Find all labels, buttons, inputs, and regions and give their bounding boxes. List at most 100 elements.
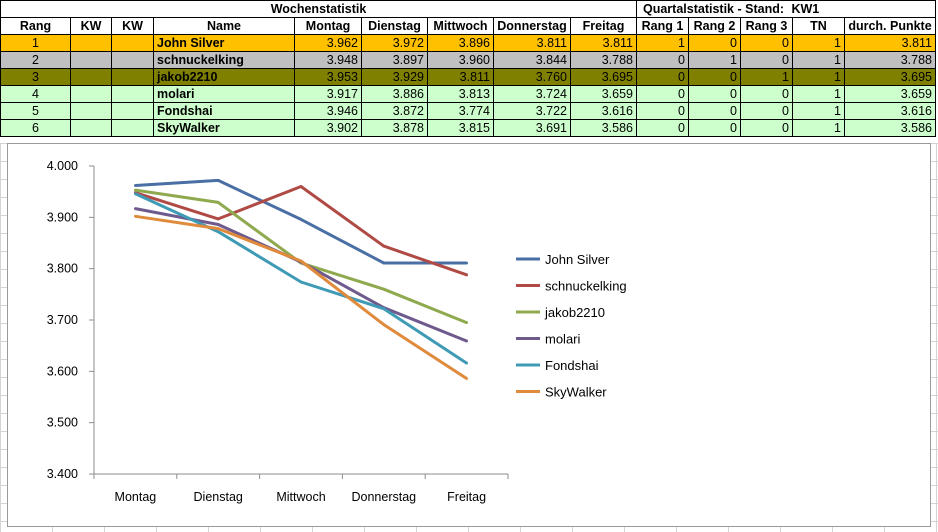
cell-name[interactable]: SkyWalker <box>153 119 295 137</box>
cell-rang2[interactable]: 0 <box>688 34 741 52</box>
col-header-rang3[interactable]: Rang 3 <box>740 17 793 35</box>
cell-rang[interactable]: 2 <box>0 51 71 69</box>
cell-montag[interactable]: 3.946 <box>294 102 362 120</box>
cell-rang3[interactable]: 0 <box>740 51 793 69</box>
cell-freitag[interactable]: 3.811 <box>570 34 637 52</box>
cell-avg-points[interactable]: 3.695 <box>844 68 936 86</box>
col-header-rang2[interactable]: Rang 2 <box>688 17 741 35</box>
cell-tn[interactable]: 1 <box>792 51 845 69</box>
cell-kw-2[interactable] <box>111 51 154 69</box>
cell-rang2[interactable]: 0 <box>688 85 741 103</box>
cell-dienstag[interactable]: 3.878 <box>361 119 428 137</box>
cell-rang1[interactable]: 0 <box>636 102 689 120</box>
col-header-dienstag[interactable]: Dienstag <box>361 17 428 35</box>
cell-kw-2[interactable] <box>111 85 154 103</box>
cell-kw[interactable] <box>70 68 112 86</box>
cell-dienstag[interactable]: 3.897 <box>361 51 428 69</box>
col-header-kw[interactable]: KW <box>70 17 112 35</box>
cell-montag[interactable]: 3.902 <box>294 119 362 137</box>
cell-freitag[interactable]: 3.788 <box>570 51 637 69</box>
cell-donnerstag[interactable]: 3.760 <box>493 68 571 86</box>
cell-dienstag[interactable]: 3.886 <box>361 85 428 103</box>
cell-mittwoch[interactable]: 3.813 <box>427 85 494 103</box>
cell-mittwoch[interactable]: 3.811 <box>427 68 494 86</box>
cell-mittwoch[interactable]: 3.774 <box>427 102 494 120</box>
col-header-avg-points[interactable]: durch. Punkte <box>844 17 936 35</box>
cell-freitag[interactable]: 3.586 <box>570 119 637 137</box>
cell-donnerstag[interactable]: 3.844 <box>493 51 571 69</box>
col-header-freitag[interactable]: Freitag <box>570 17 637 35</box>
cell-rang[interactable]: 1 <box>0 34 71 52</box>
cell-rang3[interactable]: 1 <box>740 68 793 86</box>
cell-rang2[interactable]: 0 <box>688 119 741 137</box>
col-header-name[interactable]: Name <box>153 17 295 35</box>
cell-montag[interactable]: 3.962 <box>294 34 362 52</box>
cell-avg-points[interactable]: 3.616 <box>844 102 936 120</box>
cell-rang1[interactable]: 0 <box>636 68 689 86</box>
col-header-montag[interactable]: Montag <box>294 17 362 35</box>
cell-rang3[interactable]: 0 <box>740 85 793 103</box>
cell-dienstag[interactable]: 3.972 <box>361 34 428 52</box>
cell-name[interactable]: molari <box>153 85 295 103</box>
cell-kw[interactable] <box>70 119 112 137</box>
cell-dienstag[interactable]: 3.872 <box>361 102 428 120</box>
cell-tn[interactable]: 1 <box>792 102 845 120</box>
cell-donnerstag[interactable]: 3.811 <box>493 34 571 52</box>
col-header-donnerstag[interactable]: Donnerstag <box>493 17 571 35</box>
cell-avg-points[interactable]: 3.788 <box>844 51 936 69</box>
col-header-kw-2[interactable]: KW <box>111 17 154 35</box>
col-header-tn[interactable]: TN <box>792 17 845 35</box>
cell-mittwoch[interactable]: 3.896 <box>427 34 494 52</box>
cell-kw[interactable] <box>70 34 112 52</box>
cell-name[interactable]: jakob2210 <box>153 68 295 86</box>
cell-kw-2[interactable] <box>111 102 154 120</box>
cell-tn[interactable]: 1 <box>792 68 845 86</box>
cell-rang[interactable]: 4 <box>0 85 71 103</box>
cell-name[interactable]: schnuckelking <box>153 51 295 69</box>
cell-montag[interactable]: 3.948 <box>294 51 362 69</box>
cell-freitag[interactable]: 3.616 <box>570 102 637 120</box>
cell-dienstag[interactable]: 3.929 <box>361 68 428 86</box>
cell-name[interactable]: John Silver <box>153 34 295 52</box>
col-header-rang1[interactable]: Rang 1 <box>636 17 689 35</box>
cell-rang[interactable]: 6 <box>0 119 71 137</box>
quarter-stats-header[interactable]: Quartalstatistik - Stand: KW1 <box>636 0 936 18</box>
cell-rang[interactable]: 3 <box>0 68 71 86</box>
cell-name[interactable]: Fondshai <box>153 102 295 120</box>
cell-freitag[interactable]: 3.695 <box>570 68 637 86</box>
cell-tn[interactable]: 1 <box>792 119 845 137</box>
cell-rang3[interactable]: 0 <box>740 102 793 120</box>
cell-rang[interactable]: 5 <box>0 102 71 120</box>
cell-mittwoch[interactable]: 3.815 <box>427 119 494 137</box>
cell-kw[interactable] <box>70 85 112 103</box>
cell-rang1[interactable]: 0 <box>636 119 689 137</box>
cell-kw[interactable] <box>70 51 112 69</box>
cell-donnerstag[interactable]: 3.724 <box>493 85 571 103</box>
cell-donnerstag[interactable]: 3.722 <box>493 102 571 120</box>
cell-montag[interactable]: 3.953 <box>294 68 362 86</box>
cell-freitag[interactable]: 3.659 <box>570 85 637 103</box>
cell-kw-2[interactable] <box>111 68 154 86</box>
cell-rang1[interactable]: 0 <box>636 85 689 103</box>
cell-rang1[interactable]: 0 <box>636 51 689 69</box>
line-chart[interactable]: 4.000 3.900 3.800 3.700 3.600 3.500 3.400 Monta… <box>7 143 931 527</box>
cell-tn[interactable]: 1 <box>792 85 845 103</box>
cell-rang2[interactable]: 0 <box>688 68 741 86</box>
cell-avg-points[interactable]: 3.659 <box>844 85 936 103</box>
cell-avg-points[interactable]: 3.586 <box>844 119 936 137</box>
col-header-rang[interactable]: Rang <box>0 17 71 35</box>
cell-kw[interactable] <box>70 102 112 120</box>
cell-kw-2[interactable] <box>111 34 154 52</box>
cell-avg-points[interactable]: 3.811 <box>844 34 936 52</box>
cell-montag[interactable]: 3.917 <box>294 85 362 103</box>
cell-rang3[interactable]: 0 <box>740 119 793 137</box>
cell-rang2[interactable]: 0 <box>688 102 741 120</box>
cell-tn[interactable]: 1 <box>792 34 845 52</box>
weekly-stats-header[interactable]: Wochenstatistik <box>0 0 637 18</box>
cell-donnerstag[interactable]: 3.691 <box>493 119 571 137</box>
cell-rang3[interactable]: 0 <box>740 34 793 52</box>
col-header-mittwoch[interactable]: Mittwoch <box>427 17 494 35</box>
cell-rang1[interactable]: 1 <box>636 34 689 52</box>
cell-rang2[interactable]: 1 <box>688 51 741 69</box>
cell-mittwoch[interactable]: 3.960 <box>427 51 494 69</box>
